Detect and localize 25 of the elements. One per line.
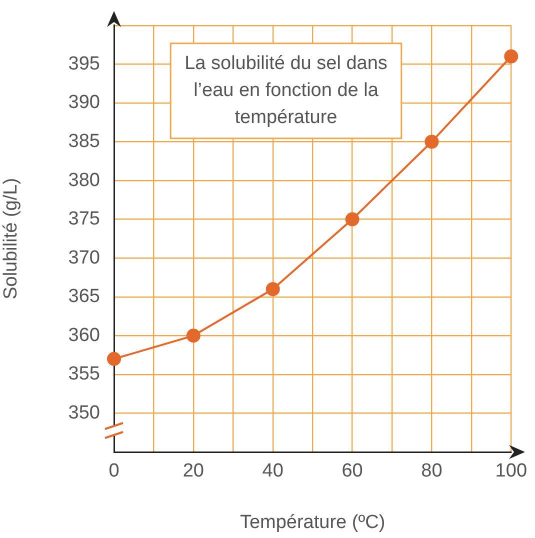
y-tick-label: 355: [68, 364, 100, 385]
point: [107, 352, 121, 366]
y-tick-label: 385: [68, 130, 100, 152]
point: [266, 282, 280, 296]
x-tick-label: 40: [262, 460, 284, 482]
x-axis-title: Température (ºC): [240, 512, 386, 533]
y-tick-label: 390: [68, 92, 100, 114]
point: [424, 134, 439, 149]
y-tick-label: 360: [68, 324, 100, 346]
x-tick-label: 0: [108, 460, 120, 482]
y-tick-label: 380: [68, 170, 100, 191]
x-tick-label: 80: [421, 460, 442, 482]
x-tick-label: 60: [342, 460, 363, 482]
y-tick-label: 370: [68, 247, 100, 268]
point: [345, 212, 360, 226]
y-tick-label: 365: [68, 286, 100, 308]
point: [186, 328, 200, 343]
y-tick-label: 375: [68, 208, 100, 230]
x-tick-label: 20: [182, 460, 204, 482]
y-axis-title: Solubilité (g/L): [0, 178, 22, 300]
text: La solubilité du sel dans l’eau en fonction de la température: [184, 53, 388, 128]
y-tick-label: 350: [68, 402, 100, 424]
y-tick-label: 395: [68, 53, 100, 74]
point: [504, 49, 518, 64]
x-tick-label: 100: [495, 460, 527, 482]
